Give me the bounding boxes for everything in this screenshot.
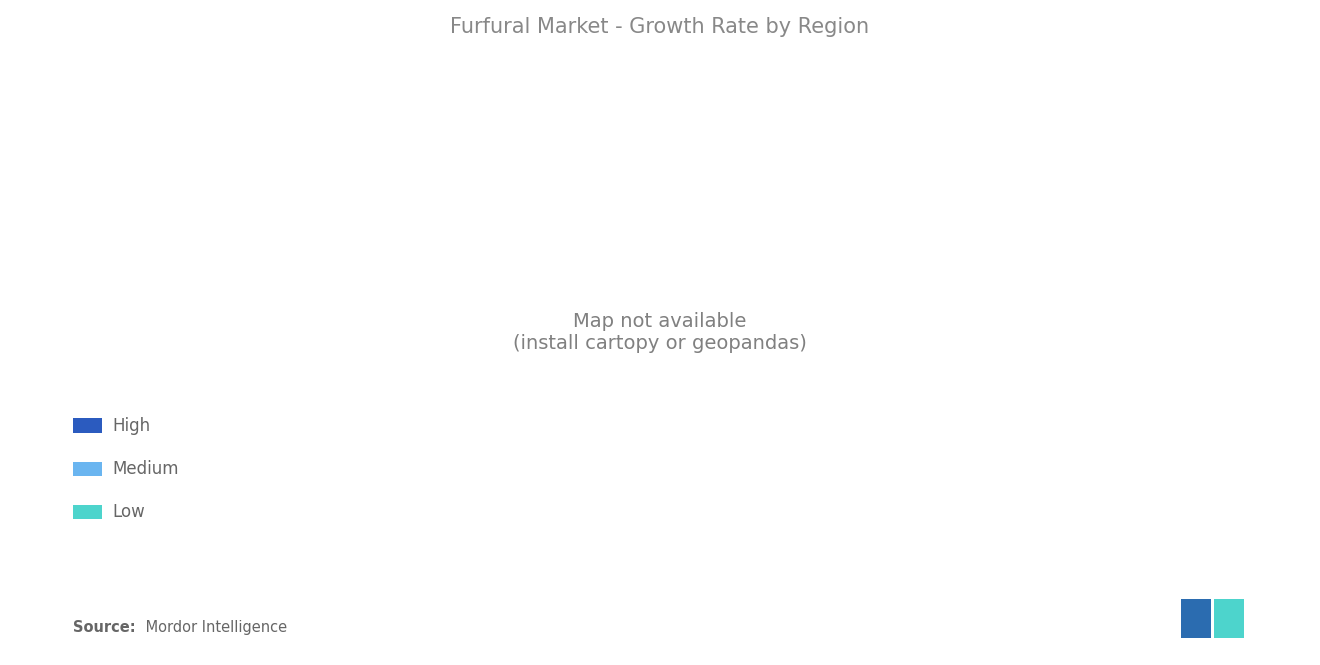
- Text: Medium: Medium: [112, 460, 178, 478]
- Text: Furfural Market - Growth Rate by Region: Furfural Market - Growth Rate by Region: [450, 17, 870, 37]
- Text: High: High: [112, 416, 150, 435]
- Text: Mordor Intelligence: Mordor Intelligence: [141, 620, 288, 635]
- Text: Map not available
(install cartopy or geopandas): Map not available (install cartopy or ge…: [513, 312, 807, 353]
- Text: Source:: Source:: [73, 620, 135, 635]
- Text: Low: Low: [112, 503, 145, 521]
